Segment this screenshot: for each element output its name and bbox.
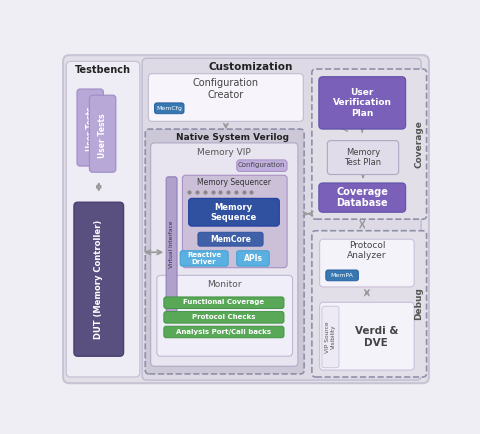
Text: Debug: Debug — [414, 287, 423, 320]
FancyBboxPatch shape — [312, 69, 427, 219]
FancyBboxPatch shape — [189, 198, 279, 226]
FancyBboxPatch shape — [164, 312, 284, 323]
FancyBboxPatch shape — [63, 55, 429, 383]
FancyBboxPatch shape — [151, 143, 298, 366]
FancyBboxPatch shape — [164, 326, 284, 338]
FancyBboxPatch shape — [74, 202, 123, 356]
FancyBboxPatch shape — [166, 177, 177, 312]
Text: APIs: APIs — [243, 254, 263, 263]
Text: User Tests: User Tests — [86, 107, 95, 151]
FancyBboxPatch shape — [164, 297, 284, 309]
FancyBboxPatch shape — [77, 89, 103, 166]
Text: VIP Source
Visibility: VIP Source Visibility — [325, 321, 336, 353]
FancyBboxPatch shape — [155, 103, 184, 114]
FancyBboxPatch shape — [66, 61, 140, 377]
Text: Protocol Checks: Protocol Checks — [192, 314, 255, 320]
FancyBboxPatch shape — [326, 270, 359, 281]
Text: MemCfg: MemCfg — [156, 106, 182, 111]
Text: Monitor: Monitor — [207, 280, 241, 289]
FancyBboxPatch shape — [198, 232, 263, 246]
Text: MemPA: MemPA — [331, 273, 354, 278]
Text: Testbench: Testbench — [74, 65, 131, 75]
Text: Protocol
Analyzer: Protocol Analyzer — [347, 241, 387, 260]
Text: Memory
Sequence: Memory Sequence — [210, 203, 257, 222]
FancyBboxPatch shape — [320, 302, 414, 370]
FancyBboxPatch shape — [145, 129, 304, 374]
FancyBboxPatch shape — [322, 306, 339, 368]
Text: Virtual Interface: Virtual Interface — [169, 221, 174, 268]
FancyBboxPatch shape — [237, 251, 269, 266]
Text: Memory
Test Plan: Memory Test Plan — [345, 148, 382, 167]
Text: User Tests: User Tests — [98, 113, 107, 158]
Text: MemCore: MemCore — [210, 235, 251, 243]
Text: Reactive
Driver: Reactive Driver — [187, 252, 221, 265]
FancyBboxPatch shape — [320, 239, 414, 287]
Text: Memory VIP: Memory VIP — [197, 148, 251, 157]
FancyBboxPatch shape — [312, 231, 427, 377]
FancyBboxPatch shape — [157, 276, 292, 356]
FancyBboxPatch shape — [319, 77, 406, 129]
Text: Memory Sequencer: Memory Sequencer — [197, 178, 271, 187]
FancyBboxPatch shape — [237, 160, 287, 171]
FancyBboxPatch shape — [180, 251, 228, 266]
FancyBboxPatch shape — [182, 175, 287, 268]
Text: DUT (Memory Controller): DUT (Memory Controller) — [94, 220, 103, 339]
FancyBboxPatch shape — [319, 183, 406, 212]
Text: Functional Coverage: Functional Coverage — [183, 299, 264, 306]
Text: Customization: Customization — [209, 62, 293, 72]
FancyBboxPatch shape — [142, 58, 421, 380]
Text: Verdi &
DVE: Verdi & DVE — [355, 326, 398, 348]
FancyBboxPatch shape — [327, 141, 399, 174]
Text: Configuration: Configuration — [238, 162, 285, 168]
FancyBboxPatch shape — [148, 74, 303, 122]
Text: Analysis Port/Call backs: Analysis Port/Call backs — [176, 329, 271, 335]
Text: Configuration
Creator: Configuration Creator — [193, 78, 259, 100]
Text: Coverage
Database: Coverage Database — [336, 187, 388, 208]
FancyBboxPatch shape — [89, 95, 116, 172]
Text: Native System Verilog: Native System Verilog — [176, 133, 289, 142]
Text: User
Verification
Plan: User Verification Plan — [333, 88, 392, 118]
Text: Coverage: Coverage — [414, 121, 423, 168]
